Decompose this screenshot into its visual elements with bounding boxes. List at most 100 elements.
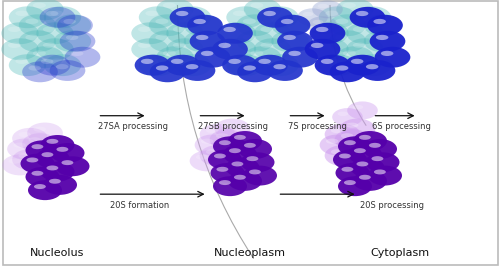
Ellipse shape bbox=[173, 43, 186, 48]
Ellipse shape bbox=[194, 19, 206, 24]
Ellipse shape bbox=[356, 161, 368, 167]
Ellipse shape bbox=[71, 51, 84, 56]
Ellipse shape bbox=[194, 135, 230, 155]
Ellipse shape bbox=[41, 59, 54, 64]
Ellipse shape bbox=[319, 54, 356, 76]
Ellipse shape bbox=[60, 35, 74, 40]
Text: 20S processing: 20S processing bbox=[360, 201, 424, 210]
Ellipse shape bbox=[36, 38, 74, 60]
Ellipse shape bbox=[366, 64, 378, 69]
Ellipse shape bbox=[200, 124, 235, 145]
Ellipse shape bbox=[219, 140, 231, 145]
Ellipse shape bbox=[156, 19, 168, 24]
Ellipse shape bbox=[200, 145, 235, 166]
Ellipse shape bbox=[62, 160, 74, 165]
Ellipse shape bbox=[64, 47, 100, 68]
Text: Cytoplasm: Cytoplasm bbox=[370, 248, 430, 258]
Ellipse shape bbox=[16, 59, 28, 64]
Ellipse shape bbox=[28, 137, 41, 143]
Ellipse shape bbox=[219, 38, 256, 60]
Ellipse shape bbox=[307, 16, 338, 34]
Ellipse shape bbox=[312, 20, 324, 24]
Ellipse shape bbox=[26, 46, 64, 68]
Ellipse shape bbox=[42, 152, 54, 157]
Ellipse shape bbox=[44, 54, 81, 76]
Ellipse shape bbox=[180, 11, 194, 16]
Ellipse shape bbox=[12, 128, 48, 149]
Ellipse shape bbox=[277, 31, 313, 52]
Text: 27SA processing: 27SA processing bbox=[98, 122, 168, 131]
Ellipse shape bbox=[244, 143, 256, 148]
Ellipse shape bbox=[268, 11, 281, 16]
Ellipse shape bbox=[66, 35, 78, 40]
Ellipse shape bbox=[343, 51, 356, 56]
Text: 6S processing: 6S processing bbox=[372, 122, 432, 131]
Ellipse shape bbox=[234, 175, 246, 180]
Ellipse shape bbox=[254, 22, 291, 44]
Ellipse shape bbox=[206, 128, 218, 133]
Ellipse shape bbox=[187, 15, 223, 36]
Ellipse shape bbox=[374, 19, 386, 24]
Ellipse shape bbox=[201, 51, 213, 56]
Ellipse shape bbox=[46, 139, 58, 144]
Ellipse shape bbox=[226, 6, 264, 28]
Ellipse shape bbox=[238, 139, 272, 159]
Ellipse shape bbox=[376, 35, 388, 40]
Ellipse shape bbox=[324, 145, 360, 166]
Ellipse shape bbox=[353, 171, 387, 191]
Ellipse shape bbox=[184, 30, 221, 52]
Ellipse shape bbox=[180, 59, 194, 64]
Ellipse shape bbox=[260, 43, 274, 48]
Ellipse shape bbox=[226, 54, 264, 76]
Ellipse shape bbox=[336, 19, 348, 24]
Ellipse shape bbox=[233, 59, 246, 64]
Ellipse shape bbox=[356, 11, 368, 16]
Ellipse shape bbox=[312, 22, 348, 44]
Ellipse shape bbox=[326, 139, 338, 144]
Ellipse shape bbox=[348, 144, 382, 164]
Ellipse shape bbox=[40, 7, 76, 28]
Ellipse shape bbox=[173, 27, 186, 32]
Ellipse shape bbox=[2, 22, 38, 44]
Ellipse shape bbox=[26, 167, 60, 187]
Ellipse shape bbox=[20, 154, 54, 173]
Ellipse shape bbox=[342, 167, 353, 172]
Ellipse shape bbox=[274, 15, 310, 36]
Ellipse shape bbox=[163, 3, 176, 8]
Ellipse shape bbox=[354, 54, 391, 76]
Ellipse shape bbox=[254, 38, 291, 60]
Ellipse shape bbox=[236, 14, 274, 36]
Ellipse shape bbox=[28, 180, 62, 200]
Ellipse shape bbox=[250, 3, 264, 8]
Ellipse shape bbox=[353, 27, 366, 32]
Ellipse shape bbox=[132, 38, 168, 60]
Ellipse shape bbox=[36, 148, 70, 168]
Ellipse shape bbox=[274, 64, 286, 69]
Ellipse shape bbox=[319, 6, 356, 28]
Ellipse shape bbox=[14, 143, 26, 148]
Ellipse shape bbox=[224, 27, 236, 32]
Ellipse shape bbox=[149, 14, 186, 36]
Ellipse shape bbox=[36, 22, 74, 44]
Ellipse shape bbox=[311, 43, 324, 48]
Text: 27SB processing: 27SB processing bbox=[198, 122, 268, 131]
Ellipse shape bbox=[288, 51, 301, 56]
Ellipse shape bbox=[40, 162, 74, 181]
Ellipse shape bbox=[268, 59, 281, 64]
Ellipse shape bbox=[216, 167, 228, 172]
Ellipse shape bbox=[344, 55, 380, 76]
Ellipse shape bbox=[196, 35, 208, 40]
Ellipse shape bbox=[50, 60, 86, 81]
Ellipse shape bbox=[302, 12, 314, 16]
Ellipse shape bbox=[149, 30, 186, 52]
Ellipse shape bbox=[359, 175, 371, 180]
Ellipse shape bbox=[27, 123, 63, 143]
Ellipse shape bbox=[43, 175, 77, 195]
Ellipse shape bbox=[28, 65, 41, 71]
Ellipse shape bbox=[180, 60, 216, 81]
Ellipse shape bbox=[219, 22, 256, 44]
Ellipse shape bbox=[139, 6, 176, 28]
Ellipse shape bbox=[26, 35, 38, 40]
Ellipse shape bbox=[216, 133, 228, 139]
Ellipse shape bbox=[237, 61, 273, 82]
